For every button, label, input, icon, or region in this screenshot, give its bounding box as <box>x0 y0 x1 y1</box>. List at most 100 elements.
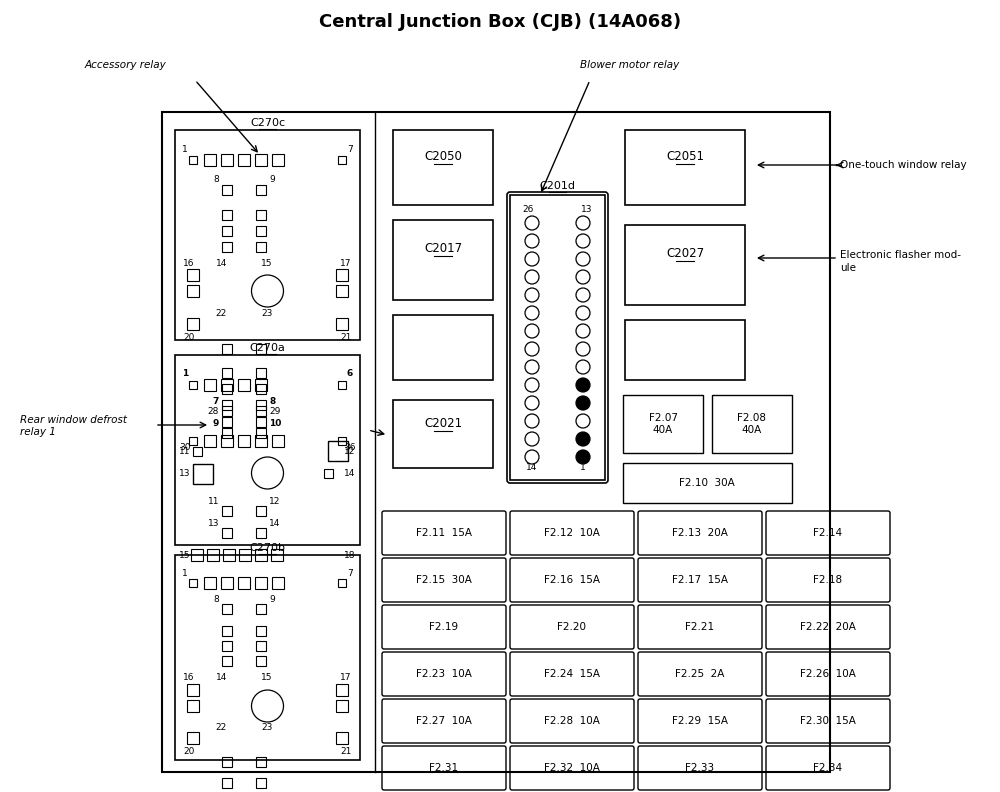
Bar <box>256 344 266 354</box>
Text: C2017: C2017 <box>424 242 462 255</box>
Bar <box>625 130 745 205</box>
Text: 17: 17 <box>340 673 352 683</box>
Text: 8: 8 <box>213 595 219 604</box>
Text: C201d: C201d <box>540 181 576 191</box>
Text: F2.17  15A: F2.17 15A <box>672 575 728 585</box>
Bar <box>324 469 332 478</box>
Bar <box>221 577 233 589</box>
Bar <box>272 154 284 166</box>
Text: 14: 14 <box>269 519 280 527</box>
Text: F2.25  2A: F2.25 2A <box>675 669 725 679</box>
Text: 22: 22 <box>216 309 227 318</box>
Text: 23: 23 <box>261 724 272 733</box>
Bar <box>256 656 266 666</box>
Bar <box>255 154 267 166</box>
Bar <box>510 195 605 480</box>
Bar <box>222 528 232 538</box>
Bar <box>175 130 360 340</box>
Bar <box>255 577 267 589</box>
Text: 30: 30 <box>179 443 191 451</box>
Bar <box>192 447 202 455</box>
Bar <box>336 318 348 330</box>
Bar <box>189 579 197 587</box>
Bar <box>338 156 346 164</box>
Text: F2.31: F2.31 <box>429 763 459 773</box>
Text: 1: 1 <box>182 368 188 378</box>
Bar <box>256 185 266 195</box>
Bar <box>393 220 493 300</box>
Text: F2.23  10A: F2.23 10A <box>416 669 472 679</box>
Bar <box>191 549 203 561</box>
Bar <box>222 400 232 410</box>
Text: 11: 11 <box>179 447 191 455</box>
Bar <box>256 226 266 236</box>
Bar <box>222 656 232 666</box>
Text: Central Junction Box (CJB) (14A068): Central Junction Box (CJB) (14A068) <box>319 13 681 31</box>
Bar <box>625 225 745 305</box>
Text: 7: 7 <box>347 146 353 154</box>
Bar <box>336 269 348 281</box>
Text: 7: 7 <box>347 569 353 577</box>
Bar <box>193 464 213 484</box>
Text: F2.11  15A: F2.11 15A <box>416 528 472 538</box>
Text: F2.24  15A: F2.24 15A <box>544 669 600 679</box>
Bar <box>189 381 197 389</box>
Text: F2.30  15A: F2.30 15A <box>800 716 856 726</box>
Bar <box>222 428 232 438</box>
Text: 6: 6 <box>347 368 353 378</box>
Text: F2.21: F2.21 <box>685 622 715 632</box>
Text: 23: 23 <box>261 309 272 318</box>
Bar <box>223 549 235 561</box>
Bar <box>222 506 232 516</box>
Bar <box>338 437 346 445</box>
Text: 13: 13 <box>581 204 593 214</box>
Bar <box>222 185 232 195</box>
Text: F2.15  30A: F2.15 30A <box>416 575 472 585</box>
Bar <box>338 579 346 587</box>
Bar <box>221 435 233 447</box>
Bar <box>238 435 250 447</box>
Text: 14: 14 <box>526 463 538 473</box>
Text: 8: 8 <box>213 176 219 185</box>
Bar <box>189 437 197 445</box>
Text: 14: 14 <box>344 469 356 478</box>
Text: 17: 17 <box>340 258 352 268</box>
Text: 10: 10 <box>269 418 281 428</box>
Text: F2.18: F2.18 <box>813 575 843 585</box>
Text: 15: 15 <box>179 550 191 559</box>
Bar <box>256 778 266 788</box>
Text: 22: 22 <box>216 724 227 733</box>
Bar <box>222 778 232 788</box>
Text: F2.26  10A: F2.26 10A <box>800 669 856 679</box>
Bar <box>256 406 266 416</box>
Text: 20: 20 <box>183 333 195 342</box>
Text: F2.34: F2.34 <box>813 763 843 773</box>
Circle shape <box>576 378 590 392</box>
Text: 9: 9 <box>269 595 275 604</box>
Bar <box>256 384 266 394</box>
Text: 21: 21 <box>340 748 352 756</box>
Text: 1: 1 <box>182 569 188 577</box>
Bar <box>207 549 219 561</box>
Text: 29: 29 <box>269 406 280 416</box>
Circle shape <box>576 450 590 464</box>
Text: 12: 12 <box>344 447 356 455</box>
Bar <box>256 626 266 636</box>
Bar <box>272 435 284 447</box>
Text: 1: 1 <box>182 146 188 154</box>
Text: 15: 15 <box>261 258 272 268</box>
Bar <box>256 641 266 651</box>
Bar <box>222 368 232 378</box>
Bar <box>336 732 348 744</box>
Text: C270b: C270b <box>250 543 286 553</box>
Text: 18: 18 <box>344 550 356 559</box>
Text: F2.32  10A: F2.32 10A <box>544 763 600 773</box>
Text: relay 1: relay 1 <box>20 427 56 437</box>
Bar <box>238 154 250 166</box>
Text: 12: 12 <box>269 497 280 505</box>
Circle shape <box>576 432 590 446</box>
Bar <box>222 417 232 427</box>
Text: 9: 9 <box>213 418 219 428</box>
Text: 11: 11 <box>208 497 219 505</box>
Bar <box>222 210 232 220</box>
